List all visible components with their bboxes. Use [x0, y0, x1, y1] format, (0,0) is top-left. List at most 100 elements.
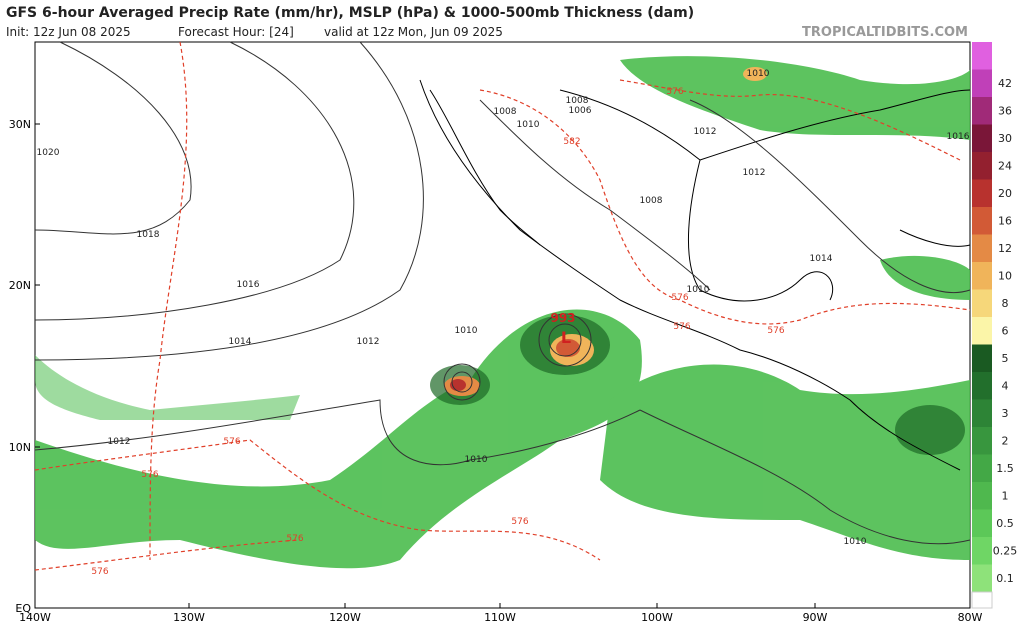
isobar-label: 1016 — [947, 132, 970, 142]
colorbar-swatch — [972, 97, 992, 125]
isobar — [689, 99, 971, 294]
colorbar-label: 30 — [998, 132, 1012, 145]
coastlines — [419, 79, 971, 471]
colorbar-swatch — [972, 509, 992, 537]
isobar-label: 1012 — [743, 168, 766, 178]
thickness-line — [149, 41, 188, 561]
lon-label: 130W — [173, 611, 205, 624]
lon-label: 120W — [329, 611, 361, 624]
colorbar-label: 3 — [1002, 407, 1009, 420]
storm-cores — [444, 67, 767, 396]
isobar — [34, 41, 355, 321]
isobar — [34, 41, 424, 361]
lat-label: EQ — [15, 602, 31, 615]
lon-label: 100W — [641, 611, 673, 624]
coastline — [699, 89, 971, 161]
colorbar-swatch — [972, 372, 992, 400]
colorbar-swatch — [972, 207, 992, 235]
colorbar-label: 1.5 — [996, 462, 1014, 475]
lon-label: 80W — [958, 611, 983, 624]
isobar — [479, 99, 711, 291]
isobar-lines — [34, 41, 971, 545]
isobar-label: 1008 — [494, 107, 517, 117]
colorbar-label: 16 — [998, 215, 1012, 228]
colorbar-label: 2 — [1002, 435, 1009, 448]
colorbar-label: 24 — [998, 160, 1012, 173]
lon-label: 140W — [19, 611, 51, 624]
isobar-label: 1018 — [137, 230, 160, 240]
colorbar-label: 10 — [998, 270, 1012, 283]
isobar-label: 1012 — [694, 127, 717, 137]
precip-areas — [35, 56, 970, 569]
colorbar-swatch — [972, 289, 992, 317]
thickness-line — [34, 439, 601, 561]
precip-band — [620, 56, 970, 140]
storm-pressure: 993 — [550, 311, 575, 325]
thickness-label: 576 — [767, 326, 784, 336]
colorbar-swatch — [972, 427, 992, 455]
isobar-label: 1008 — [640, 196, 663, 206]
colorbar-swatch — [972, 69, 992, 97]
colorbar-label: 8 — [1002, 297, 1009, 310]
storm-low: L — [561, 328, 571, 347]
colorbar-swatch — [972, 344, 992, 372]
isobar-label: 1014 — [810, 254, 833, 264]
isobar-label: 1016 — [237, 280, 260, 290]
isobar — [34, 41, 192, 235]
colorbar-swatch — [972, 399, 992, 427]
coastline — [559, 89, 834, 302]
colorbar-swatch — [972, 152, 992, 180]
colorbar-label: 42 — [998, 77, 1012, 90]
colorbar-label: 0.25 — [993, 545, 1018, 558]
thickness-label: 576 — [286, 534, 303, 544]
isobar — [538, 313, 592, 367]
coastline — [899, 229, 971, 247]
colorbar-label: 1 — [1002, 490, 1009, 503]
valid-time: valid at 12z Mon, Jun 09 2025 — [324, 25, 503, 39]
colorbar-swatch — [972, 317, 992, 345]
precip-band — [35, 355, 300, 420]
isobar — [639, 409, 971, 545]
site-credit: TROPICALTIDBITS.COM — [802, 25, 968, 40]
thickness-line — [34, 539, 301, 571]
isobar-label: 1006 — [569, 106, 592, 116]
colorbar-label: 0.5 — [996, 517, 1014, 530]
isobar-label: 1010 — [747, 69, 770, 79]
isobar — [443, 363, 481, 401]
thickness-label: 576 — [91, 567, 108, 577]
thickness-label: 576 — [511, 517, 528, 527]
isobar-label: 1020 — [37, 148, 60, 158]
colorbar-swatch — [972, 454, 992, 482]
colorbar-label: 4 — [1002, 380, 1009, 393]
storm-core — [556, 339, 580, 357]
thickness-label: 576 — [223, 437, 240, 447]
colorbar-label: 0.1 — [996, 572, 1014, 585]
lat-label: 20N — [9, 279, 31, 292]
isobar-label: 1010 — [455, 326, 478, 336]
lon-label: 110W — [484, 611, 516, 624]
thickness-lines — [34, 41, 971, 571]
thickness-label: 576 — [673, 322, 690, 332]
isobar-label: 1010 — [687, 285, 710, 295]
lon-label: 90W — [803, 611, 828, 624]
lat-label: 10N — [9, 441, 31, 454]
precip-band — [600, 364, 970, 560]
isobar-label: 1014 — [229, 337, 252, 347]
colorbar-label: 12 — [998, 242, 1012, 255]
isobar-label: 1012 — [357, 337, 380, 347]
isobar-label: 1010 — [517, 120, 540, 130]
isobar — [34, 399, 641, 466]
colorbar-swatch — [972, 42, 992, 70]
precip-band — [880, 255, 970, 300]
coastline — [429, 89, 541, 246]
thickness-line — [479, 89, 971, 325]
thickness-label: 576 — [666, 87, 683, 97]
isobar-label: 1010 — [844, 537, 867, 547]
thickness-label: 576 — [141, 470, 158, 480]
colorbar-label: 5 — [1002, 352, 1009, 365]
title: GFS 6-hour Averaged Precip Rate (mm/hr),… — [6, 5, 694, 21]
forecast-hour: Forecast Hour: [24] — [178, 25, 294, 39]
thickness-line — [619, 79, 961, 161]
